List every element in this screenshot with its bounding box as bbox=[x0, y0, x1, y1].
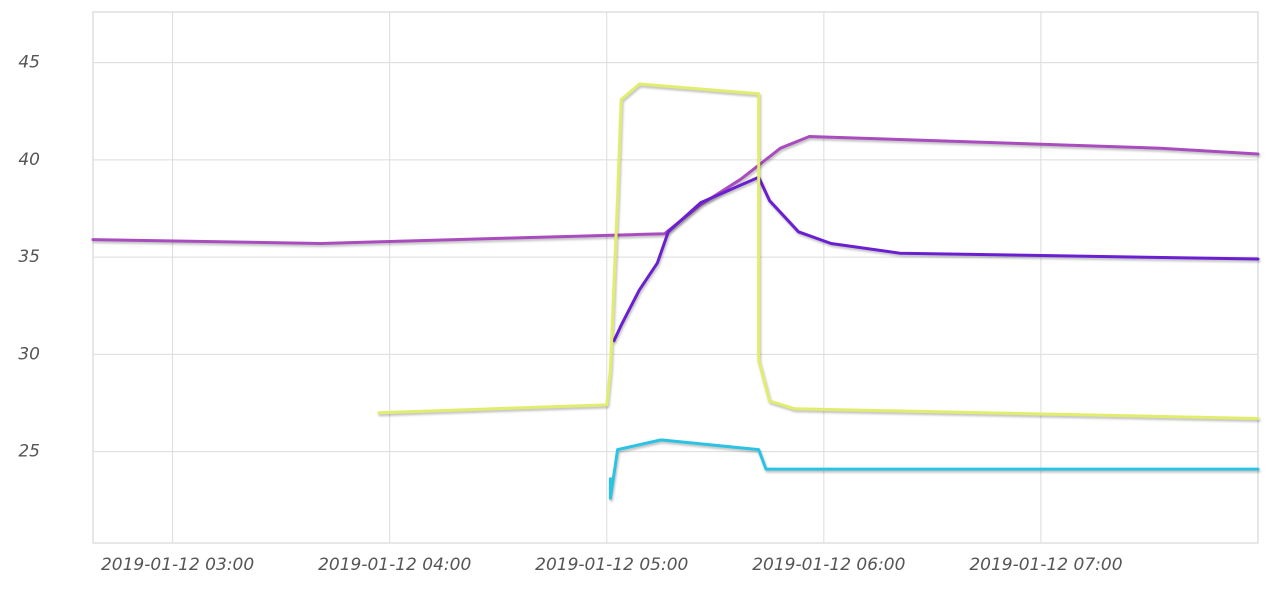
series-line bbox=[608, 438, 1260, 500]
x-tick-label: 2019-01-12 06:00 bbox=[752, 555, 905, 575]
y-tick-label: 25 bbox=[18, 442, 40, 462]
series-line bbox=[612, 175, 1260, 343]
y-tick-label: 40 bbox=[18, 150, 40, 170]
y-tick-label: 35 bbox=[18, 247, 40, 267]
series-line bbox=[91, 135, 1260, 245]
y-tick-label: 45 bbox=[18, 53, 40, 73]
x-tick-label: 2019-01-12 07:00 bbox=[969, 555, 1122, 575]
series-line bbox=[377, 82, 1260, 420]
x-tick-label: 2019-01-12 03:00 bbox=[101, 555, 254, 575]
plot-frame bbox=[92, 11, 1259, 544]
y-tick-label: 30 bbox=[18, 344, 40, 364]
x-tick-label: 2019-01-12 05:00 bbox=[535, 555, 688, 575]
x-tick-label: 2019-01-12 04:00 bbox=[318, 555, 471, 575]
